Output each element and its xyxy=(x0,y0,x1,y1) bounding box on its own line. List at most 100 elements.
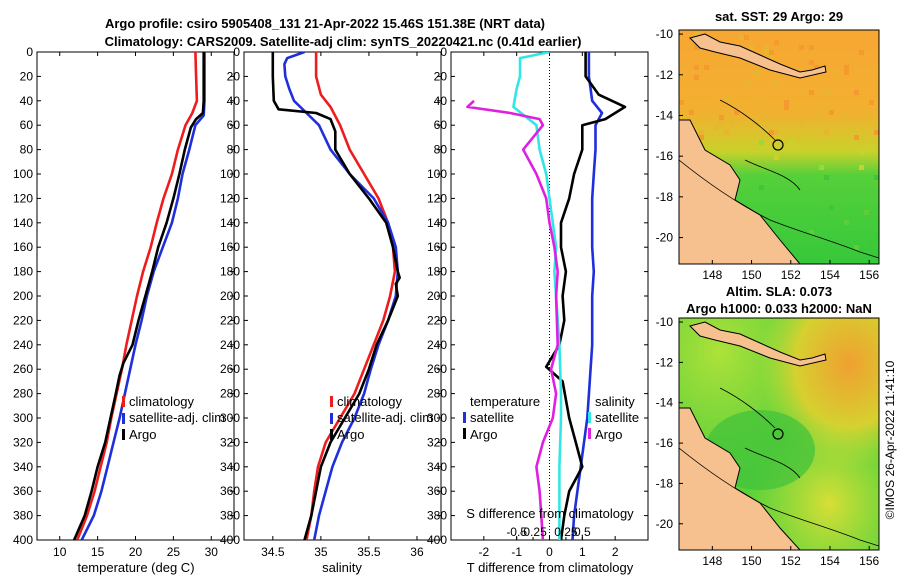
depth-tick-label: 60 xyxy=(434,118,448,132)
difference-panel: 0204060801001201401601802002202402602803… xyxy=(427,45,649,575)
depth-tick-label: 300 xyxy=(427,411,447,425)
longitude-tick-label: 150 xyxy=(742,268,762,282)
legend-label-argo: Argo xyxy=(129,427,156,442)
s-tick-label: 0.25 xyxy=(554,525,578,539)
argo-position-marker xyxy=(772,428,784,440)
x-tick-label: 34.5 xyxy=(261,545,285,559)
depth-tick-label: 340 xyxy=(13,460,33,474)
sst-cell xyxy=(829,205,834,210)
depth-tick-label: 100 xyxy=(220,167,240,181)
sst-cell xyxy=(764,50,769,55)
sst-cell xyxy=(789,140,794,145)
legend-label-t-satellite: satellite xyxy=(470,410,514,425)
latitude-tick-label: -10 xyxy=(656,315,674,329)
depth-tick-label: 120 xyxy=(220,191,240,205)
sst-cell xyxy=(864,210,869,215)
depth-tick-label: 220 xyxy=(427,313,447,327)
sst-cell xyxy=(769,55,774,60)
depth-tick-label: 360 xyxy=(427,484,447,498)
legend-marker-satellite xyxy=(330,413,333,424)
legend-label-satellite: satellite-adj. clim xyxy=(337,410,433,425)
sst-map: sat. SST: 29 Argo: 29 148 150 152 154 156 -10… xyxy=(656,9,880,282)
sst-cell xyxy=(694,65,699,70)
sst-cell xyxy=(869,100,874,105)
sst-cell xyxy=(799,45,804,50)
sla-map-frame xyxy=(678,317,880,551)
sst-cell xyxy=(819,165,824,170)
depth-tick-label: 20 xyxy=(227,69,241,83)
difference-series-s-argo xyxy=(466,99,559,540)
depth-tick-label: 200 xyxy=(427,289,447,303)
sst-cell xyxy=(769,50,774,55)
depth-tick-label: 380 xyxy=(427,509,447,523)
depth-tick-label: 180 xyxy=(427,265,447,279)
depth-tick-label: 20 xyxy=(434,69,448,83)
land-png-islands xyxy=(689,33,827,79)
depth-tick-label: 200 xyxy=(13,289,33,303)
latitude-tick-label: -18 xyxy=(656,476,674,490)
depth-tick-label: 320 xyxy=(220,435,240,449)
s-tick-label: 0.5 xyxy=(574,525,591,539)
depth-tick-label: 0 xyxy=(233,45,240,59)
sst-cell xyxy=(829,110,834,115)
depth-tick-label: 400 xyxy=(220,533,240,547)
depth-tick-label: 200 xyxy=(220,289,240,303)
longitude-tick-label: 156 xyxy=(859,554,879,568)
depth-tick-label: 60 xyxy=(227,118,241,132)
sst-cell xyxy=(819,175,824,180)
sst-cell xyxy=(724,95,729,100)
depth-tick-label: 100 xyxy=(13,167,33,181)
temperature-series-climatology xyxy=(75,52,199,540)
sst-cell xyxy=(854,245,859,250)
x-tick-label: 35 xyxy=(314,545,328,559)
sst-cell xyxy=(774,40,779,45)
sst-cell xyxy=(859,165,864,170)
sst-cell xyxy=(714,125,719,130)
longitude-tick-label: 152 xyxy=(781,268,801,282)
legend-marker-argo xyxy=(330,429,333,440)
temperature-axes-box xyxy=(36,51,235,541)
x-tick-label: -1 xyxy=(511,545,522,559)
longitude-tick-label: 148 xyxy=(702,268,722,282)
depth-tick-label: 40 xyxy=(434,94,448,108)
sst-cell xyxy=(874,130,879,135)
depth-tick-label: 20 xyxy=(20,69,34,83)
latitude-tick-label: -20 xyxy=(656,517,674,531)
salinity-series-climatology xyxy=(305,52,397,540)
sst-cell xyxy=(874,180,879,185)
legend-label-satellite: satellite-adj. clim xyxy=(129,410,225,425)
depth-tick-label: 180 xyxy=(13,265,33,279)
temperature-panel: 0 20 40 60 80 100 120 140 160 180 200 220 240 260 280 3… xyxy=(13,45,235,575)
temperature-series-argo xyxy=(72,52,205,540)
sst-cell xyxy=(759,95,764,100)
s-tick-label: -0.5 xyxy=(506,525,527,539)
sst-cell xyxy=(874,175,879,180)
sst-cell xyxy=(784,105,789,110)
legend-marker-climatology xyxy=(122,396,125,407)
legend-marker-s-satellite xyxy=(588,412,591,423)
legend-title-salinity: salinity xyxy=(595,394,635,409)
depth-tick-label: 220 xyxy=(13,313,33,327)
sst-cell xyxy=(699,130,704,135)
sst-cell xyxy=(844,65,849,70)
latitude-tick-label: -14 xyxy=(656,396,674,410)
depth-tick-label: 80 xyxy=(227,143,241,157)
sst-cell xyxy=(854,135,859,140)
x-tick-label: -2 xyxy=(478,545,489,559)
difference-series-s-satellite xyxy=(512,52,563,540)
depth-tick-label: 260 xyxy=(13,362,33,376)
sst-cell xyxy=(764,45,769,50)
legend-marker-t-satellite xyxy=(463,412,466,423)
latitude-tick-label: -18 xyxy=(656,190,674,204)
depth-tick-label: 360 xyxy=(13,484,33,498)
sst-cell xyxy=(769,130,774,135)
longitude-tick-label: 152 xyxy=(781,554,801,568)
depth-tick-label: 80 xyxy=(434,143,448,157)
sst-cell xyxy=(809,60,814,65)
depth-tick-label: 380 xyxy=(220,509,240,523)
x-tick-label: 10 xyxy=(53,545,67,559)
legend-label-argo: Argo xyxy=(337,427,364,442)
longitude-tick-label: 156 xyxy=(859,268,879,282)
sst-cell xyxy=(744,35,749,40)
